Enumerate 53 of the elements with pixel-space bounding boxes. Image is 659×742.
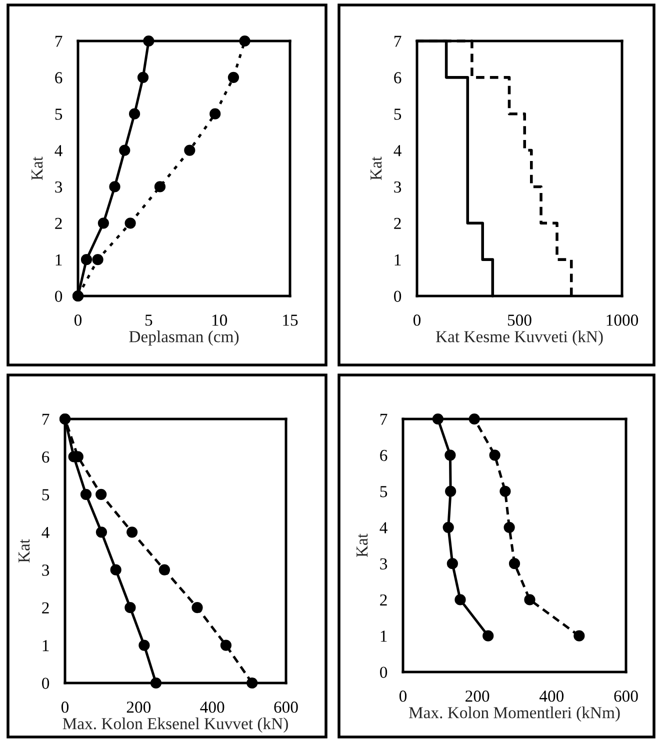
y-tick-label: 2 (55, 218, 62, 229)
y-tick-label: 3 (42, 564, 50, 576)
x-tick-label: 1000 (606, 314, 638, 326)
y-tick-label: 0 (394, 290, 402, 302)
x-axis-title: Max. Kolon Eksenel Kuvvet (kN) (62, 718, 288, 733)
y-tick-label: 2 (42, 602, 49, 614)
y-tick-label: 4 (42, 526, 50, 538)
y-axis-title: Kat (356, 534, 368, 558)
x-axis-title: Kat Kesme Kuvveti (kN) (436, 330, 603, 346)
y-tick-label: 7 (42, 414, 50, 425)
y-tick-label: 5 (55, 108, 62, 120)
y-axis-title: Kat (18, 539, 30, 563)
x-tick-label: 200 (126, 702, 151, 713)
x-tick-label: 200 (466, 690, 490, 702)
y-tick-label: 5 (42, 489, 50, 500)
y-tick-label: 5 (394, 108, 402, 120)
y-tick-label: 1 (56, 254, 62, 266)
y-tick-label: 6 (380, 450, 388, 462)
y-tick-label: 2 (394, 218, 401, 229)
x-tick-label: 500 (508, 314, 532, 326)
y-tick-label: 6 (394, 72, 402, 84)
y-tick-label: 7 (380, 414, 388, 425)
y-tick-label: 5 (380, 486, 388, 498)
x-axis-title: Max. Kolon Momentleri (kNm) (408, 706, 620, 722)
x-tick-label: 600 (274, 702, 298, 713)
y-tick-label: 2 (380, 594, 387, 606)
y-tick-label: 0 (55, 290, 62, 302)
x-tick-label: 5 (145, 314, 152, 326)
x-tick-label: 10 (212, 314, 228, 326)
x-tick-label: 0 (74, 314, 82, 326)
y-tick-label: 6 (55, 72, 62, 84)
y-tick-label: 3 (394, 181, 402, 193)
y-tick-label: 6 (42, 451, 50, 463)
y-tick-label: 4 (394, 145, 402, 156)
y-tick-label: 1 (394, 254, 401, 266)
y-tick-label: 0 (380, 666, 388, 678)
y-tick-label: 7 (394, 36, 402, 47)
x-tick-label: 0 (413, 314, 421, 326)
x-tick-label: 400 (200, 702, 224, 713)
x-tick-label: 400 (539, 690, 564, 702)
x-tick-label: 600 (614, 690, 638, 702)
x-tick-label: 15 (283, 314, 298, 326)
y-axis-title: Kat (370, 156, 382, 180)
y-tick-label: 0 (42, 678, 50, 689)
y-tick-label: 1 (42, 640, 49, 652)
y-tick-label: 3 (380, 558, 388, 570)
y-tick-label: 4 (380, 522, 388, 534)
y-axis-title: Kat (32, 156, 43, 180)
y-tick-label: 7 (55, 36, 62, 47)
x-axis-title: Deplasman (cm) (129, 330, 239, 346)
y-tick-label: 3 (55, 181, 62, 193)
y-tick-label: 4 (54, 145, 62, 156)
y-tick-label: 1 (380, 630, 387, 642)
